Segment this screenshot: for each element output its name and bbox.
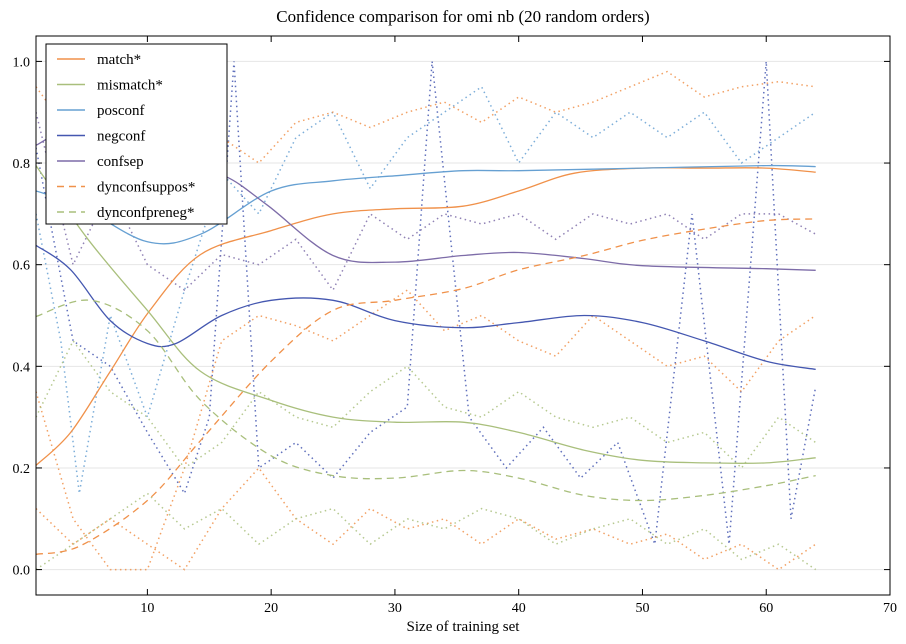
axis-ticks: 0.0 0.2 0.4 0.6 0.8 1.0 10 20 30 40 50 60 70 xyxy=(13,36,897,616)
series-line-dynconfsuppos xyxy=(36,218,816,555)
y-tick-label: 0.0 xyxy=(13,564,31,579)
series-line-posconf xyxy=(36,164,816,245)
y-tick-label: 0.8 xyxy=(13,157,31,172)
series-line-negconf xyxy=(36,244,816,371)
series-line-dotted-run xyxy=(36,339,817,470)
series-line-mismatch xyxy=(36,165,816,465)
x-tick-label: 10 xyxy=(140,601,154,616)
legend-box xyxy=(45,43,228,225)
legend-label: mismatch* xyxy=(97,78,163,94)
x-tick-label: 60 xyxy=(759,601,773,616)
legend-label: posconf xyxy=(97,103,145,119)
x-tick-label: 40 xyxy=(512,601,526,616)
series-line-dotted-run xyxy=(36,492,817,571)
x-tick-label: 20 xyxy=(264,601,278,616)
x-tick-label: 30 xyxy=(388,601,402,616)
x-tick-label: 70 xyxy=(883,601,897,616)
legend-label: dynconfpreneg* xyxy=(97,205,194,221)
x-tick-label: 50 xyxy=(635,601,649,616)
y-tick-label: 0.6 xyxy=(13,259,31,274)
legend: match* mismatch* posconf negconf confsep dync… xyxy=(45,43,228,225)
chart-title: Confidence comparison for omi nb (20 ran… xyxy=(276,7,649,26)
y-tick-label: 1.0 xyxy=(13,55,31,70)
y-tick-label: 0.2 xyxy=(13,462,31,477)
y-tick-label: 0.4 xyxy=(13,360,31,375)
series-line-dotted-run xyxy=(36,289,817,571)
x-axis-label: Size of training set xyxy=(407,619,521,635)
series-line-dotted-run xyxy=(36,61,817,545)
legend-label: confsep xyxy=(97,154,144,170)
series-line-dotted-run xyxy=(36,466,817,571)
series-line-dotted-run xyxy=(36,85,817,494)
plot-frame xyxy=(35,35,891,596)
series-line-dotted-run xyxy=(36,112,817,292)
legend-label: dynconfsuppos* xyxy=(97,180,195,196)
series-line-dynconfpreneg xyxy=(36,299,816,502)
legend-label: match* xyxy=(97,52,141,68)
legend-label: negconf xyxy=(97,129,145,145)
